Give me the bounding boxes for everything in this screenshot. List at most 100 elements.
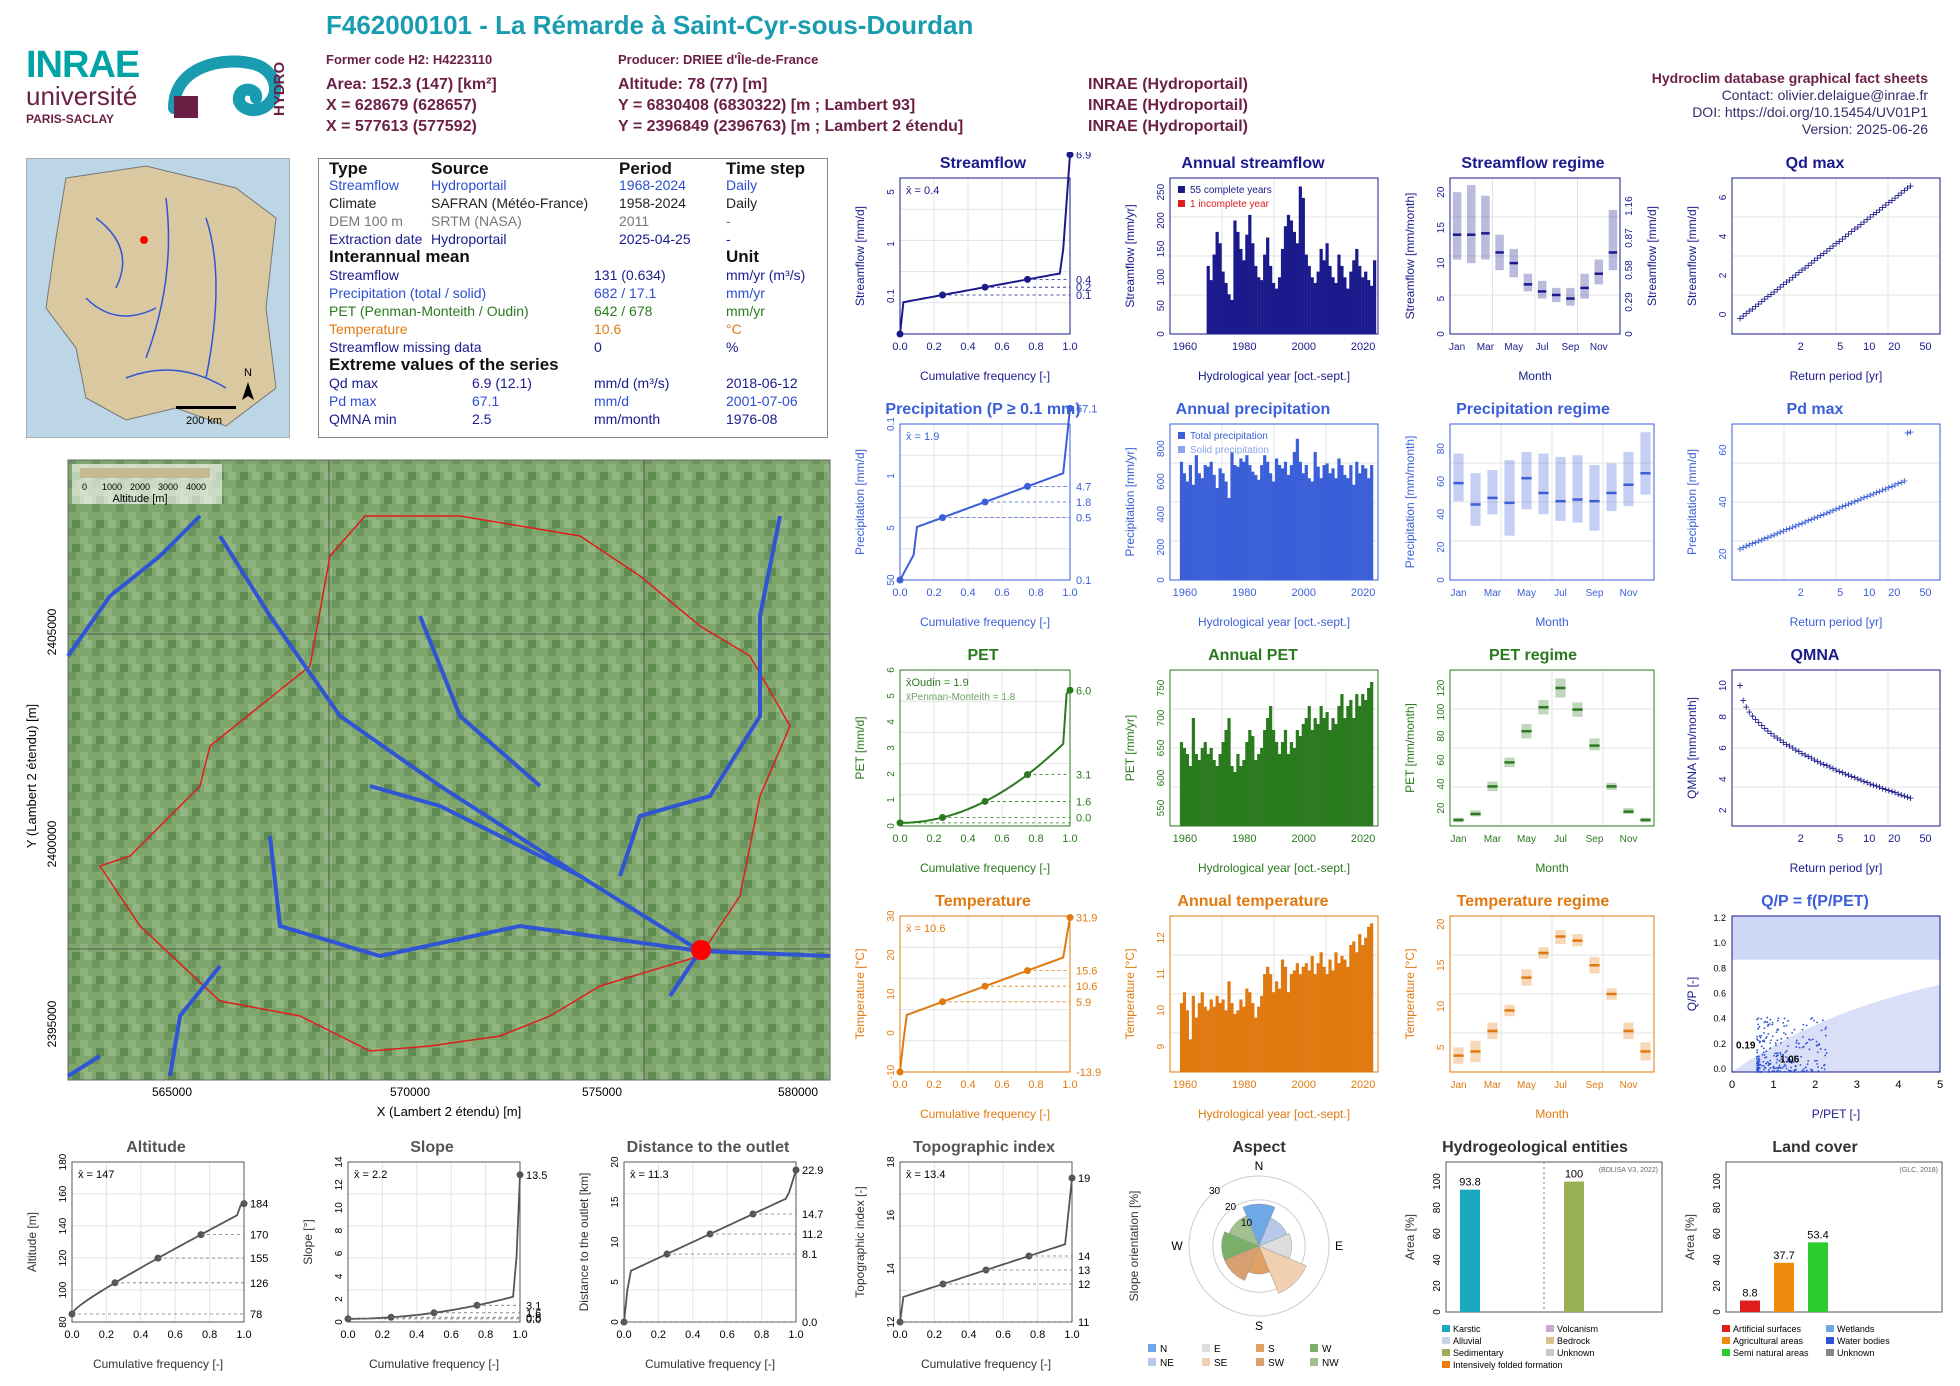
qp-point-137	[1758, 1041, 1761, 1044]
annual_streamflow-bar-23	[1274, 288, 1279, 334]
qd_max-xtick-4: 50	[1919, 341, 1931, 353]
temperature-ltick-4: 30	[886, 910, 897, 922]
annual_pet-bar-23	[1248, 730, 1252, 826]
precipitation-rtick-1: 4.7	[1076, 481, 1091, 493]
qd_max-point-23: +	[1808, 256, 1815, 270]
qd_max-point-14: +	[1780, 278, 1787, 292]
annual_pet-bar-40	[1298, 736, 1302, 826]
qp-xtick-0: 0	[1729, 1079, 1735, 1091]
annual_pet-bar-49	[1325, 712, 1329, 826]
topographic-quantile-point-4	[1068, 1174, 1076, 1182]
qd_max-point-1: +	[1740, 309, 1747, 323]
annual_precipitation-title: Annual precipitation	[1176, 401, 1331, 418]
qp-point-82	[1793, 1055, 1796, 1058]
annual_temperature-xtick-3: 2020	[1351, 1079, 1375, 1091]
annual_precipitation-bar-43	[1307, 478, 1311, 580]
y-lambert2: Y = 2396849 (2396763) [m ; Lambert 2 éte…	[618, 118, 964, 135]
annual_streamflow-bar-29	[1292, 231, 1296, 334]
qp-point-72	[1798, 1046, 1801, 1049]
streamflow_regime-rtick-4: 1.16	[1624, 196, 1635, 216]
streamflow_regime-ylabel: Streamflow [mm/month]	[1403, 193, 1417, 320]
landcover-legend-marker-4	[1826, 1337, 1834, 1344]
qmna-ytick-1: 4	[1718, 776, 1729, 782]
qmna-chart: QMNA++++++++++++++++++++++++++++++++++++…	[1685, 647, 1941, 875]
annual_precipitation-bar-13	[1218, 468, 1222, 580]
hydrogeology-note: (BDLISA V3, 2022)	[1599, 1167, 1658, 1174]
h-period: Period	[619, 159, 672, 178]
annual_temperature-ytick-1: 10	[1156, 1004, 1167, 1016]
distance-rtick-3: 8.1	[802, 1249, 817, 1261]
pd_max-xlabel: Return period [yr]	[1790, 615, 1883, 629]
qmna-point-12: +	[1774, 731, 1781, 745]
altitude-ylabel: Altitude [m]	[25, 1212, 39, 1272]
distance-xtick-5: 1.0	[788, 1329, 803, 1341]
qd_max-point-12: +	[1774, 282, 1781, 296]
annual_temperature-bar-21	[1242, 1006, 1246, 1072]
map-xtick-2: 575000	[582, 1085, 622, 1099]
annual_streamflow-xlabel: Hydrological year [oct.-sept.]	[1198, 369, 1350, 383]
qp-point-252	[1823, 1071, 1825, 1073]
streamflow_regime-month-0: Jan	[1449, 342, 1465, 353]
slope-xtick-2: 0.4	[409, 1329, 424, 1341]
qp-point-245	[1786, 1036, 1789, 1039]
pet-xlabel: Cumulative frequency [-]	[920, 861, 1050, 875]
qd_max-point-4: +	[1749, 302, 1756, 316]
annual_streamflow-bar-5	[1221, 271, 1225, 334]
landcover-legend-5: Unknown	[1837, 1348, 1875, 1358]
map-xlabel: X (Lambert 2 étendu) [m]	[377, 1104, 522, 1119]
altitude-title: Altitude	[126, 1139, 186, 1156]
aspect-ylabel: Slope orientation [%]	[1127, 1191, 1141, 1302]
pd_max-point-7: +	[1758, 533, 1765, 547]
qp-point-256	[1769, 1042, 1772, 1044]
precipitation-rtick-4: 0.1	[1076, 575, 1091, 587]
annual_temperature-bar-17	[1230, 1003, 1234, 1072]
annual_streamflow-bar-47	[1346, 288, 1350, 334]
r0-period: 1968-2024	[619, 177, 686, 193]
qp-budyko-zone	[1732, 984, 1940, 1072]
annual_pet-bar-30	[1269, 706, 1273, 826]
annual_pet-bar-28	[1263, 730, 1267, 826]
qp-point-161	[1779, 1070, 1782, 1073]
temperature-rtick-1: 15.6	[1076, 966, 1097, 978]
qp-point-217	[1785, 1049, 1788, 1052]
source-1: INRAE (Hydroportail)	[1088, 76, 1248, 93]
qp-point-232	[1766, 1016, 1769, 1019]
m1-value: 682 / 17.1	[594, 285, 657, 301]
annual_precipitation-bar-7	[1200, 478, 1204, 580]
distance-ltick-4: 20	[610, 1156, 621, 1168]
streamflow-rtick-0: 6.9	[1076, 152, 1091, 162]
annual_precipitation-bar-24	[1251, 471, 1255, 580]
pd_max-title: Pd max	[1787, 401, 1844, 418]
annual_pet-bar-38	[1292, 748, 1296, 826]
qd_max-point-38: +	[1854, 220, 1861, 234]
pd_max-point-45: +	[1876, 484, 1883, 498]
h-timestep: Time step	[726, 159, 806, 178]
annual_pet-bar-35	[1283, 730, 1288, 826]
pet_regime-month-1: Mar	[1484, 834, 1502, 845]
precipitation_regime-frame	[1449, 423, 1655, 581]
hydrogeology-ytick-0: 0	[1432, 1309, 1443, 1315]
streamflow-frame	[899, 177, 1071, 335]
precipitation_regime-ytick-2: 40	[1436, 508, 1447, 520]
pd_max-point-36: +	[1848, 496, 1855, 510]
qp-point-225	[1763, 1040, 1766, 1043]
annual_streamflow-bar-21	[1269, 265, 1273, 334]
temperature-ltick-0: -10	[886, 1064, 897, 1079]
streamflow-xtick-0: 0.0	[892, 341, 907, 353]
qp-xtick-4: 4	[1895, 1079, 1901, 1091]
aspect-legend-6: SW	[1268, 1358, 1285, 1369]
annual_streamflow-bar-41	[1328, 265, 1332, 334]
qmna-ytick-0: 2	[1718, 807, 1729, 813]
qp-point-11	[1821, 1019, 1824, 1022]
qp-point-91	[1825, 1052, 1828, 1054]
altitude-xtick-0: 0.0	[64, 1329, 79, 1341]
qp-point-76	[1761, 1064, 1763, 1067]
annual_precipitation-bar-48	[1322, 465, 1326, 580]
annual_precipitation-bar-18	[1233, 465, 1237, 580]
temperature-rtick-4: -13.9	[1076, 1067, 1101, 1079]
pd_max-chart: Pd max++++++++++++++++++++++++++++++++++…	[1685, 401, 1941, 629]
landcover-bar-label-1: 37.7	[1773, 1250, 1794, 1262]
qp-point-172	[1756, 1064, 1758, 1067]
qp-point-194	[1789, 1059, 1792, 1061]
annual_pet-chart: Annual PET 1960 1980 2000 2020 550 600 650 700 75…	[1123, 647, 1379, 875]
